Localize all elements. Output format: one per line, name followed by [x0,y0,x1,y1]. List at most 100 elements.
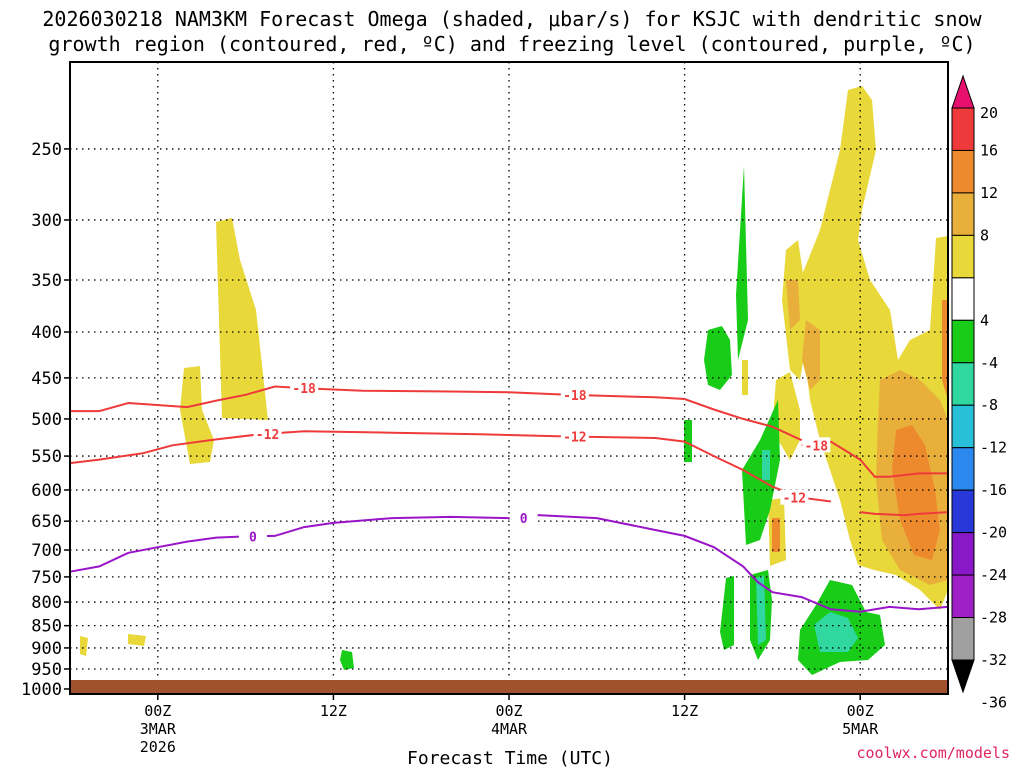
contour-label: -12 [256,428,279,443]
y-tick-label: 1000 [21,680,62,700]
omega-shading [80,86,948,675]
colorbar-swatch [951,234,975,279]
contour-label: -18 [805,439,829,454]
y-tick-label: 550 [31,447,62,467]
x-tick-label: 12Z [320,702,347,720]
colorbar-label: -32 [980,651,1007,669]
colorbar-swatch [951,532,975,576]
colorbar-swatch [951,574,975,619]
omega-shade-negative [704,326,732,390]
x-tick-year: 2026 [140,738,176,756]
colorbar-swatch [951,107,975,151]
colorbar-label: 20 [980,104,998,122]
omega-shade-positive [786,280,800,330]
contour-label: 0 [249,530,257,545]
contour-label-bg [560,386,589,402]
contour-line [860,511,949,517]
y-tick-label: 400 [31,323,62,343]
y-tick-label: 350 [31,271,62,291]
contour-line [801,440,948,478]
omega-shade-positive [216,218,268,420]
colorbar-label: -24 [980,566,1007,584]
omega-shade-positive [802,320,820,390]
contour-label-bg [238,528,267,544]
omega-shade-positive [742,360,748,395]
colorbar-swatch [951,617,975,661]
watermark-link[interactable]: coolwx.com/models [856,744,1010,762]
colorbar-swatch [951,192,975,236]
colorbar-legend: 20 16 12 8 4 -4 -8 -12 -16 -20 -24 -28 -32 -36 [951,74,1007,711]
omega-shade-negative [720,576,734,650]
colorbar-swatch [951,319,975,364]
colorbar-swatch [951,149,975,194]
contour-label: -18 [563,389,587,404]
colorbar-swatch [951,447,975,491]
colorbar-label: 8 [980,226,989,244]
contour-label-bg [802,437,831,453]
contour-label-bg [509,510,538,526]
colorbar-label: 12 [980,184,998,202]
colorbar-swatch [951,489,975,534]
omega-shade-negative [340,650,354,670]
x-tick-label: 12Z [671,702,698,720]
colorbar-label: -28 [980,609,1007,627]
contour-label-bg [780,489,809,505]
x-tick-label: 00Z [847,702,874,720]
omega-shade-negative [684,420,692,462]
contour-label-bg [253,426,282,442]
chart-title-line-1: 2026030218 NAM3KM Forecast Omega (shaded… [42,7,982,31]
y-tick-label: 900 [31,639,62,659]
y-tick-label: 300 [31,211,62,231]
colorbar-swatch [951,277,975,321]
contour-label-bg [560,428,589,444]
temperature-contours: -18 -18 -12 -12 -18 -12 0 0 [69,380,949,613]
y-tick-label: 600 [31,481,62,501]
colorbar-label: -20 [980,524,1007,542]
chart-title-line-2: growth region (contoured, red, ºC) and f… [48,32,975,56]
x-tick-date: 4MAR [491,720,528,738]
colorbar-swatch [951,404,975,449]
y-tick-label: 850 [31,617,62,637]
x-tick-date: 5MAR [842,720,879,738]
colorbar-label: -4 [980,354,998,372]
omega-shade-positive [80,636,88,656]
x-tick-date: 3MAR [140,720,177,738]
omega-shade-negative [736,166,748,360]
y-tick-label: 700 [31,541,62,561]
y-tick-label: 500 [31,410,62,430]
colorbar-label: -8 [980,396,998,414]
contour-label-bg [290,380,319,396]
y-tick-label: 750 [31,568,62,588]
colorbar-swatch [951,362,975,406]
contour-line [70,385,803,442]
colorbar-label: 4 [980,311,989,329]
contour-label: -12 [783,492,806,507]
omega-shade-negative [742,400,780,545]
y-axis: 2503003504004505005506006507007508008509… [21,140,70,700]
omega-shade-positive [892,425,940,560]
colorbar-top-arrow [951,74,975,109]
colorbar-bottom-arrow [951,659,975,694]
y-tick-label: 250 [31,140,62,160]
contour-line [69,430,832,503]
contour-label: -12 [563,430,586,445]
omega-shade-negative [814,612,858,652]
x-tick-label: 00Z [495,702,522,720]
y-tick-label: 650 [31,512,62,532]
y-tick-label: 800 [31,593,62,613]
omega-shade-negative [756,575,766,645]
omega-shade-negative [762,450,770,480]
omega-shade-positive [180,366,214,464]
colorbar-label: 16 [980,141,998,159]
contour-label: 0 [520,512,528,527]
omega-shade-positive [942,300,948,400]
colorbar-label: -12 [980,439,1007,457]
terrain-surface [70,680,948,694]
y-tick-label: 450 [31,369,62,389]
y-tick-label: 950 [31,660,62,680]
x-axis-title: Forecast Time (UTC) [407,748,613,768]
colorbar-label: -16 [980,481,1007,499]
x-tick-label: 00Z [144,702,171,720]
